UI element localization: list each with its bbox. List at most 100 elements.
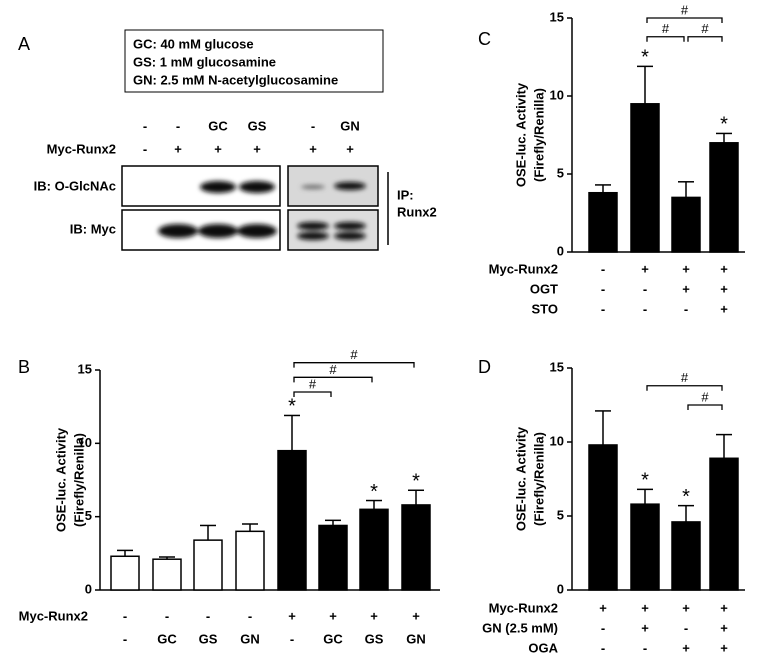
condition-label: OGT bbox=[530, 281, 558, 296]
y-tick-label: 15 bbox=[550, 359, 564, 374]
y-axis-label: OSE-luc. Activity bbox=[513, 82, 528, 187]
bracket-label: # bbox=[701, 389, 709, 404]
y-axis-label: OSE-luc. Activity bbox=[513, 426, 528, 531]
y-axis-label: (Firefly/Renilla) bbox=[71, 433, 86, 527]
condition-value: - bbox=[643, 640, 647, 655]
condition-value: + bbox=[720, 281, 728, 296]
lane-label: + bbox=[253, 141, 261, 156]
condition-value: - bbox=[601, 261, 605, 276]
condition-value: - bbox=[601, 620, 605, 635]
lane-label: - bbox=[311, 118, 315, 133]
condition-value: + bbox=[288, 608, 296, 623]
bracket bbox=[687, 36, 723, 42]
y-axis-label: (Firefly/Renilla) bbox=[531, 88, 546, 182]
bar bbox=[671, 521, 701, 591]
condition-label: Myc-Runx2 bbox=[19, 608, 88, 623]
condition-value: - bbox=[643, 281, 647, 296]
band bbox=[239, 181, 275, 193]
lane-label: + bbox=[346, 141, 354, 156]
y-tick-label: 10 bbox=[78, 435, 92, 450]
y-tick-label: 5 bbox=[557, 165, 564, 180]
bar bbox=[277, 449, 307, 591]
condition-value: + bbox=[720, 301, 728, 316]
bar bbox=[671, 196, 701, 253]
band bbox=[334, 182, 366, 190]
condition-value: - bbox=[248, 608, 252, 623]
condition-value: + bbox=[641, 620, 649, 635]
y-tick-label: 0 bbox=[557, 243, 564, 258]
condition-value: + bbox=[412, 608, 420, 623]
bracket-label: # bbox=[701, 21, 709, 36]
lane-label: - bbox=[143, 118, 147, 133]
condition-value: + bbox=[682, 281, 690, 296]
condition-label: GN (2.5 mM) bbox=[482, 620, 558, 635]
condition-value: GS bbox=[199, 631, 218, 646]
condition-value: GC bbox=[157, 631, 177, 646]
band bbox=[334, 232, 366, 240]
band bbox=[297, 222, 329, 230]
blot-frame bbox=[287, 209, 379, 251]
lane-label: GC bbox=[208, 118, 228, 133]
y-tick-label: 0 bbox=[557, 581, 564, 596]
legend-line: GC: 40 mM glucose bbox=[133, 36, 254, 51]
y-axis-label: (Firefly/Renilla) bbox=[531, 432, 546, 526]
condition-value: - bbox=[290, 631, 294, 646]
ip-label: IP: bbox=[397, 187, 414, 202]
blot-label: IB: Myc bbox=[70, 221, 116, 236]
y-tick-label: 5 bbox=[557, 507, 564, 522]
condition-value: + bbox=[720, 640, 728, 655]
band bbox=[158, 224, 198, 238]
significance: * bbox=[682, 486, 690, 508]
condition-value: GS bbox=[365, 631, 384, 646]
lane-label: + bbox=[309, 141, 317, 156]
condition-value: + bbox=[599, 600, 607, 615]
row-label: Myc-Runx2 bbox=[47, 141, 116, 156]
bracket-label: # bbox=[350, 347, 358, 362]
condition-value: - bbox=[123, 608, 127, 623]
condition-value: - bbox=[206, 608, 210, 623]
condition-value: - bbox=[684, 301, 688, 316]
legend-line: GN: 2.5 mM N-acetylglucosamine bbox=[133, 72, 338, 87]
bar bbox=[630, 103, 660, 253]
bar bbox=[401, 504, 431, 591]
lane-label: GN bbox=[340, 118, 360, 133]
condition-value: - bbox=[601, 301, 605, 316]
band bbox=[198, 224, 238, 238]
blots bbox=[121, 165, 379, 251]
condition-value: + bbox=[682, 600, 690, 615]
condition-value: - bbox=[643, 301, 647, 316]
significance: * bbox=[641, 470, 649, 492]
condition-value: + bbox=[370, 608, 378, 623]
band bbox=[237, 224, 277, 238]
bracket bbox=[646, 385, 723, 391]
blot-label: IB: O-GlcNAc bbox=[34, 178, 116, 193]
condition-value: - bbox=[165, 608, 169, 623]
panel-label: A bbox=[18, 34, 30, 54]
y-tick-label: 5 bbox=[85, 508, 92, 523]
bracket bbox=[293, 376, 373, 383]
condition-value: - bbox=[601, 640, 605, 655]
bracket-label: # bbox=[681, 370, 689, 385]
condition-value: - bbox=[123, 631, 127, 646]
condition-value: GN bbox=[406, 631, 426, 646]
condition-value: - bbox=[601, 281, 605, 296]
y-tick-label: 15 bbox=[78, 361, 92, 376]
condition-value: + bbox=[641, 261, 649, 276]
condition-value: GC bbox=[323, 631, 343, 646]
ip-label: Runx2 bbox=[397, 204, 437, 219]
significance: * bbox=[288, 396, 296, 418]
condition-value: + bbox=[720, 620, 728, 635]
lane-label: + bbox=[214, 141, 222, 156]
y-tick-label: 15 bbox=[550, 9, 564, 24]
lane-label: - bbox=[143, 141, 147, 156]
bar bbox=[318, 524, 348, 591]
condition-value: + bbox=[641, 600, 649, 615]
lane-label: + bbox=[174, 141, 182, 156]
band bbox=[297, 232, 329, 240]
condition-value: + bbox=[720, 600, 728, 615]
condition-value: + bbox=[682, 640, 690, 655]
band bbox=[301, 185, 325, 189]
lane-label: GS bbox=[248, 118, 267, 133]
